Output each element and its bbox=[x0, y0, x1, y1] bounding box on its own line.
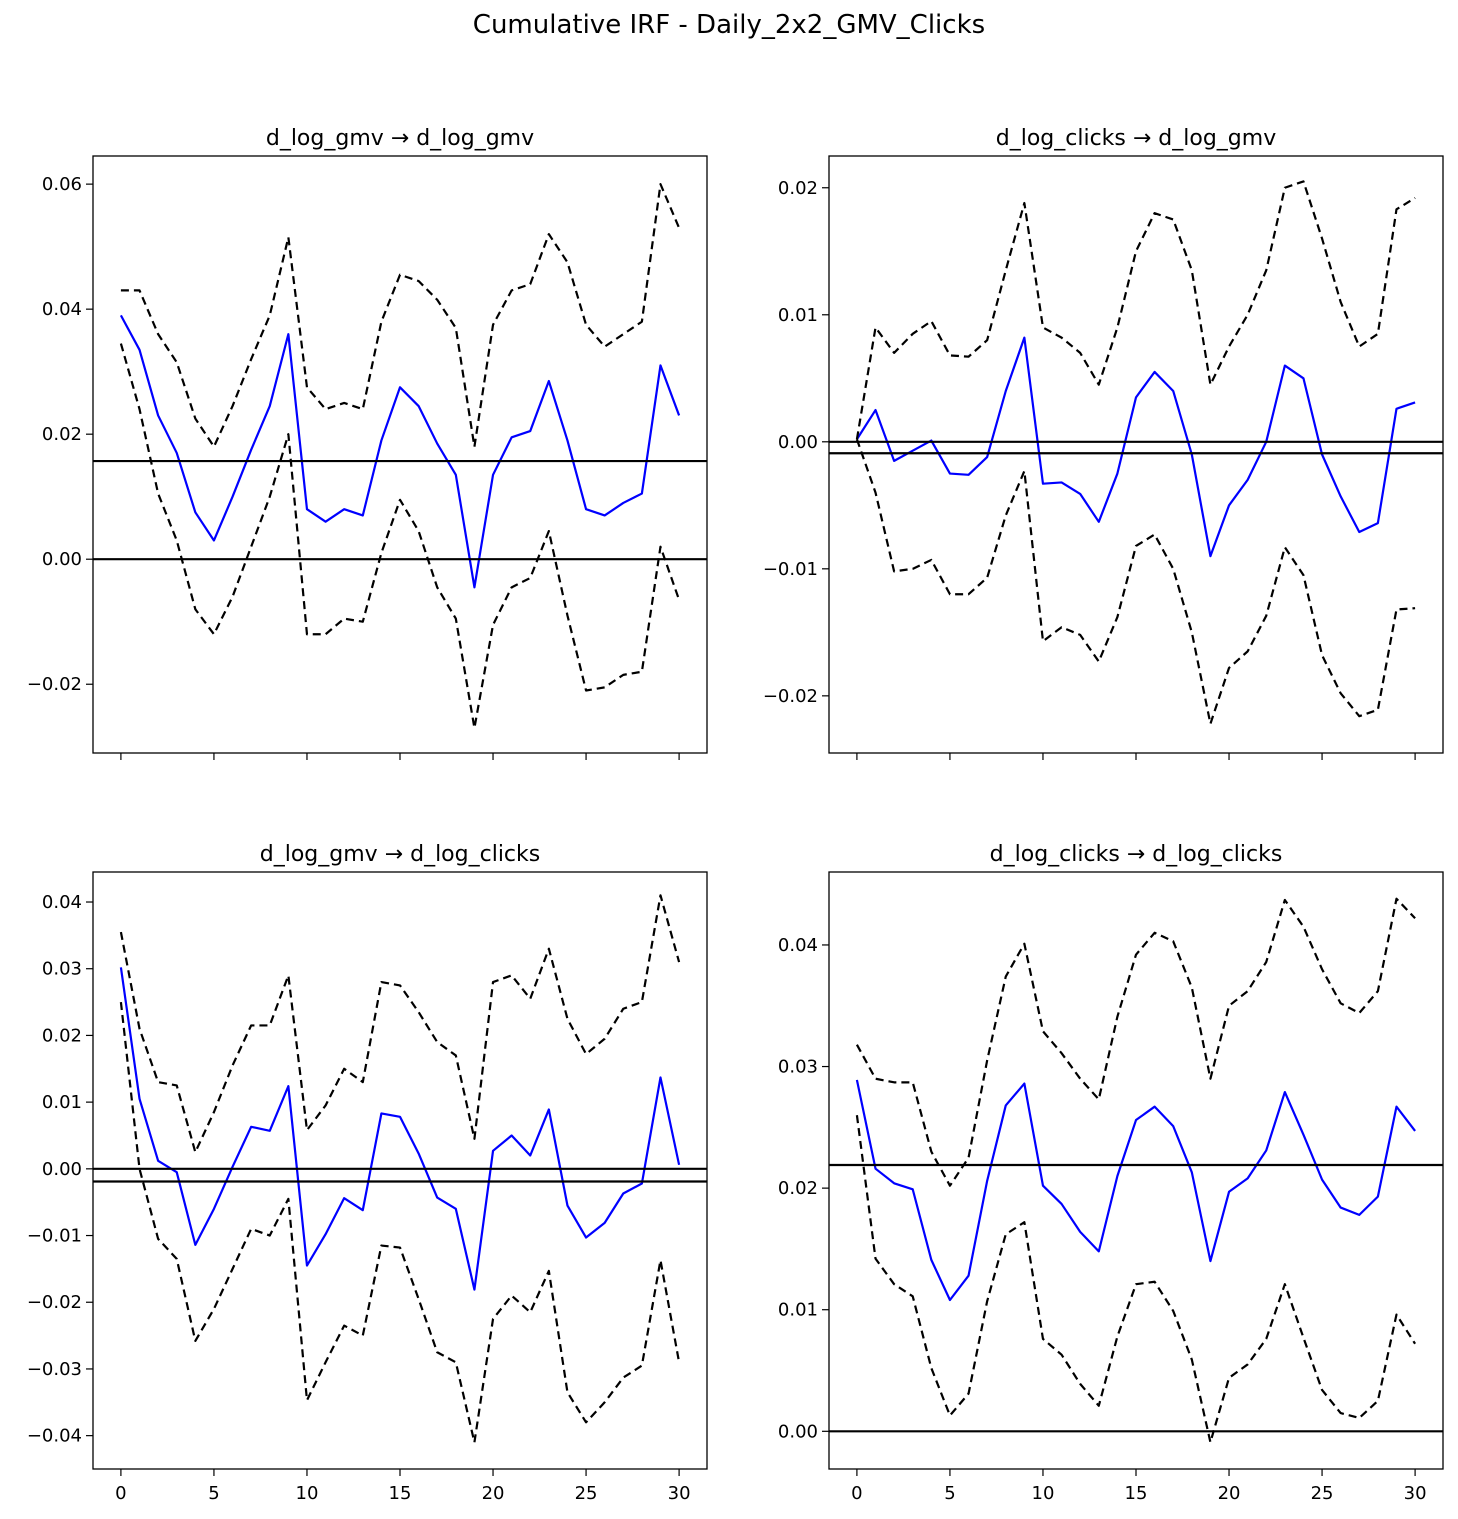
y-tick-label: 0.02 bbox=[42, 1025, 82, 1046]
y-tick-label: −0.01 bbox=[27, 1226, 82, 1247]
subplot-bottom-right: d_log_clicks → d_log_clicks 0 5 10 15 20 25 30 0… bbox=[778, 842, 1444, 1504]
x-tick-label: 0 bbox=[115, 1483, 126, 1504]
subplot-title: d_log_clicks → d_log_gmv bbox=[996, 126, 1276, 151]
series-upper-line bbox=[855, 897, 1416, 1187]
axes-frame bbox=[92, 155, 708, 754]
y-tick-label: 0.00 bbox=[42, 1159, 82, 1180]
y-tick-label: −0.03 bbox=[27, 1359, 82, 1380]
x-tick-label: 20 bbox=[482, 1483, 505, 1504]
y-tick-label: 0.02 bbox=[778, 178, 818, 199]
y-tick-label: 0.04 bbox=[42, 299, 82, 320]
y-tick-label: 0.01 bbox=[778, 1300, 818, 1321]
series-irf-line bbox=[119, 967, 681, 1291]
plot-area bbox=[829, 897, 1443, 1444]
subplot-title: d_log_gmv → d_log_clicks bbox=[260, 842, 540, 867]
series-lower-line bbox=[119, 1001, 681, 1444]
y-tick-label: −0.01 bbox=[763, 559, 818, 580]
series-irf-line bbox=[855, 336, 1416, 558]
subplot-top-right: d_log_clicks → d_log_gmv −0.02 −0.01 0.00 0.… bbox=[763, 126, 1444, 760]
plot-area bbox=[93, 894, 707, 1444]
x-tick-label: 15 bbox=[389, 1483, 412, 1504]
series-upper-line bbox=[119, 894, 681, 1154]
x-tick-label: 20 bbox=[1218, 1483, 1241, 1504]
y-tick-label: 0.03 bbox=[778, 1057, 818, 1078]
x-tick-label: 30 bbox=[1404, 1483, 1427, 1504]
x-tick-label: 25 bbox=[575, 1483, 598, 1504]
x-tick-label: 0 bbox=[851, 1483, 862, 1504]
subplot-title: d_log_clicks → d_log_clicks bbox=[990, 842, 1283, 867]
subplot-bottom-left: d_log_gmv → d_log_clicks 0 5 10 15 20 25 30 −0.0… bbox=[27, 842, 708, 1504]
y-tick-label: 0.00 bbox=[778, 432, 818, 453]
x-tick-label: 10 bbox=[296, 1483, 319, 1504]
y-tick-label: 0.02 bbox=[778, 1178, 818, 1199]
y-tick-label: 0.01 bbox=[42, 1092, 82, 1113]
series-upper-line bbox=[120, 183, 681, 448]
y-tick-label: 0.04 bbox=[42, 892, 82, 913]
y-tick-label: 0.00 bbox=[42, 549, 82, 570]
y-tick-label: 0.06 bbox=[42, 174, 82, 195]
y-tick-label: 0.01 bbox=[778, 305, 818, 326]
axes-frame bbox=[828, 155, 1444, 754]
y-tick-label: 0.00 bbox=[778, 1421, 818, 1442]
plot-area bbox=[93, 183, 707, 730]
axes-frame bbox=[92, 871, 708, 1470]
series-lower-line bbox=[855, 438, 1416, 725]
figure-title: Cumulative IRF - Daily_2x2_GMV_Clicks bbox=[472, 10, 986, 40]
x-tick-label: 25 bbox=[1311, 1483, 1334, 1504]
x-tick-label: 5 bbox=[208, 1483, 219, 1504]
y-tick-label: −0.04 bbox=[27, 1426, 82, 1447]
y-tick-label: 0.03 bbox=[42, 959, 82, 980]
x-tick-label: 10 bbox=[1032, 1483, 1055, 1504]
subplot-top-left: d_log_gmv → d_log_gmv −0.02 0.00 0.02 0.04 0.… bbox=[27, 126, 708, 760]
x-tick-label: 5 bbox=[944, 1483, 955, 1504]
subplot-title: d_log_gmv → d_log_gmv bbox=[266, 126, 534, 151]
series-upper-line bbox=[855, 180, 1416, 440]
plot-area bbox=[829, 180, 1443, 725]
y-tick-label: 0.02 bbox=[42, 424, 82, 445]
y-tick-label: −0.02 bbox=[27, 674, 82, 695]
series-lower-line bbox=[119, 343, 681, 730]
series-irf-line bbox=[119, 314, 681, 589]
x-tick-label: 30 bbox=[668, 1483, 691, 1504]
series-lower-line bbox=[855, 1115, 1417, 1444]
series-irf-line bbox=[855, 1079, 1416, 1302]
axes-frame bbox=[828, 871, 1444, 1470]
y-tick-label: 0.04 bbox=[778, 935, 818, 956]
y-tick-label: −0.02 bbox=[763, 686, 818, 707]
y-tick-label: −0.02 bbox=[27, 1292, 82, 1313]
x-tick-label: 15 bbox=[1125, 1483, 1148, 1504]
